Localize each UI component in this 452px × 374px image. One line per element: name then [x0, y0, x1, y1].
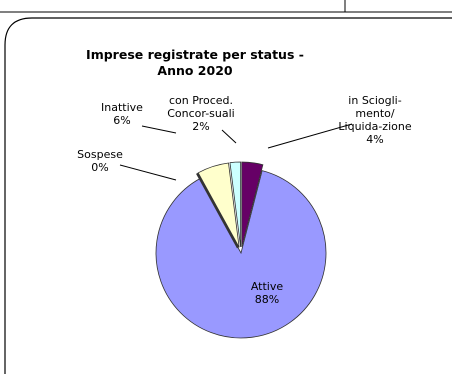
slice-value-label: 2% [192, 120, 210, 133]
pie-slice [241, 161, 264, 248]
slice-label: in Sciogli-mento/ Liquida-zione [338, 94, 412, 133]
chart-title: Imprese registrate per status - Anno 202… [86, 47, 304, 78]
leader-line [141, 125, 177, 134]
slice-label: Attive [250, 280, 284, 293]
leader-line [267, 123, 353, 149]
slice-label: Sospese [77, 148, 123, 161]
slice-value-label: 4% [366, 133, 384, 146]
slice-value-label: 6% [113, 114, 131, 127]
pie-slice [197, 162, 240, 248]
slice-label: Inattive [101, 101, 143, 114]
leader-line [221, 129, 237, 144]
leader-line [119, 164, 177, 181]
pie-slice [155, 170, 327, 339]
chart-frame [4, 17, 452, 374]
slice-value-label: 0% [91, 161, 109, 174]
pie-slice [229, 161, 242, 248]
slice-value-label: 88% [254, 293, 280, 306]
slice-label: con Proced. Concor-suali [167, 94, 235, 120]
pie-slice [196, 172, 240, 249]
